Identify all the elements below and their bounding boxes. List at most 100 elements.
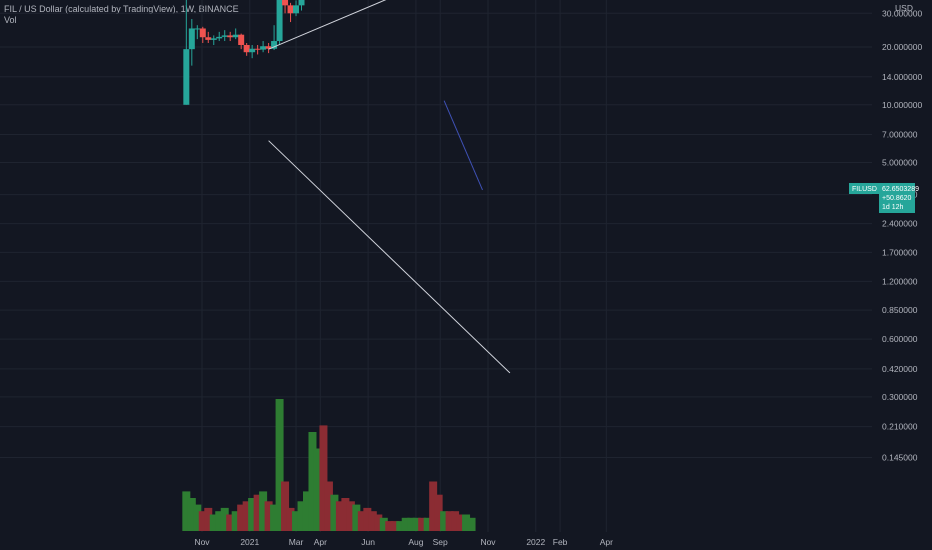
volume-bar <box>335 501 344 531</box>
volume-bar <box>434 494 443 531</box>
candle-body <box>265 46 272 49</box>
candle-body <box>221 35 228 37</box>
candle-body <box>210 38 217 40</box>
candle-body <box>227 35 234 38</box>
trendline <box>268 0 387 50</box>
volume-indicator-label[interactable]: Vol <box>4 15 17 25</box>
volume-bar <box>248 498 257 531</box>
volume-bar <box>341 498 350 531</box>
y-tick-label: 5.000000 <box>882 158 918 168</box>
y-tick-label: 14.000000 <box>882 72 922 82</box>
x-tick-label: Mar <box>289 537 304 547</box>
chart-title: FIL / US Dollar (calculated by TradingVi… <box>4 4 239 14</box>
x-tick-label: Jun <box>361 537 375 547</box>
volume-bar <box>379 517 388 531</box>
y-tick-label: 0.600000 <box>882 334 918 344</box>
y-tick-label: 10.000000 <box>882 100 922 110</box>
volume-bar <box>330 494 339 531</box>
trendline <box>268 140 511 374</box>
volume-bar <box>313 448 322 531</box>
candle-body <box>205 37 212 40</box>
price-badge-time: 1d 12h <box>882 204 904 211</box>
volume-bar <box>324 481 333 531</box>
y-tick-label: 20.000000 <box>882 42 922 52</box>
x-tick-label: Nov <box>194 537 210 547</box>
volume-bar <box>297 501 306 531</box>
y-tick-label: 0.850000 <box>882 305 918 315</box>
price-badge: FILUSD 62.6503289 +50.8620 1d 12h <box>849 183 919 213</box>
volume-bar <box>346 501 355 531</box>
volume-bar <box>467 517 476 531</box>
volume-bar <box>286 507 295 531</box>
candle-body <box>183 49 190 105</box>
y-tick-label: 0.420000 <box>882 364 918 374</box>
y-tick-label: 0.145000 <box>882 452 918 462</box>
x-tick-label: Aug <box>408 537 423 547</box>
y-tick-label: 0.300000 <box>882 392 918 402</box>
volume-bar <box>368 511 377 531</box>
time-axis[interactable]: Nov 2021 Mar Apr Jun Aug Sep Nov 2022 Feb Apr <box>194 537 613 547</box>
candle-body <box>243 44 250 53</box>
x-tick-label: Sep <box>433 537 448 547</box>
trendlines[interactable] <box>219 0 570 374</box>
y-tick-label: 7.000000 <box>882 130 918 140</box>
candle-body <box>282 0 289 6</box>
volume-bar <box>193 504 202 531</box>
volume-bar <box>352 504 361 531</box>
volume-bar <box>182 491 191 531</box>
volume-bar <box>462 514 471 531</box>
volume-bar <box>385 521 394 531</box>
volume-bar <box>242 501 251 531</box>
y-tick-label: 0.210000 <box>882 422 918 432</box>
candle-body <box>188 28 195 50</box>
volume-bar <box>319 425 328 531</box>
x-tick-label: Apr <box>314 537 327 547</box>
candle-body <box>254 48 261 50</box>
volume-bar <box>231 511 240 531</box>
volume-bar <box>204 507 213 531</box>
volume-bar <box>275 399 284 531</box>
candle-body <box>271 41 278 49</box>
volume-bar <box>418 517 427 531</box>
volume-bar <box>308 432 317 531</box>
volume-bar <box>237 504 246 531</box>
volume-bar <box>259 491 268 531</box>
candle-body <box>298 0 305 6</box>
volume-bar <box>264 501 273 531</box>
currency-label: USD <box>895 3 913 13</box>
volume-bar <box>292 511 301 531</box>
grid-lines <box>0 0 872 532</box>
candle-body <box>194 28 201 30</box>
volume-bar <box>451 511 460 531</box>
x-tick-label: Feb <box>553 537 568 547</box>
volume-bar <box>226 514 235 531</box>
candles <box>183 0 305 105</box>
candle-body <box>199 28 206 38</box>
volume-bar <box>429 481 438 531</box>
volume-bar <box>445 511 454 531</box>
y-tick-label: 1.700000 <box>882 247 918 257</box>
y-tick-label: 1.200000 <box>882 276 918 286</box>
volume-bar <box>456 514 465 531</box>
x-tick-label: 2022 <box>526 537 545 547</box>
x-tick-label: Apr <box>600 537 613 547</box>
price-badge-bg <box>879 183 915 213</box>
candle-body <box>293 5 300 14</box>
volume-bar <box>374 514 383 531</box>
price-axis[interactable]: USD 1800.0000001200.000000800.000000550.… <box>882 0 932 462</box>
candle-body <box>232 34 239 38</box>
volume-bar <box>440 511 449 531</box>
price-badge-price: 62.6503289 <box>882 186 919 193</box>
x-tick-label: 2021 <box>240 537 259 547</box>
volume-bar <box>270 504 279 531</box>
volume-bar <box>220 507 229 531</box>
volume-bar <box>198 511 207 531</box>
price-badge-symbol: FILUSD <box>852 186 877 193</box>
volume-bar <box>302 491 311 531</box>
volume-bar <box>253 494 262 531</box>
candle-body <box>216 36 223 39</box>
volume-bar <box>357 511 366 531</box>
y-tick-label: 30.000000 <box>882 8 922 18</box>
candle-body <box>238 34 245 45</box>
